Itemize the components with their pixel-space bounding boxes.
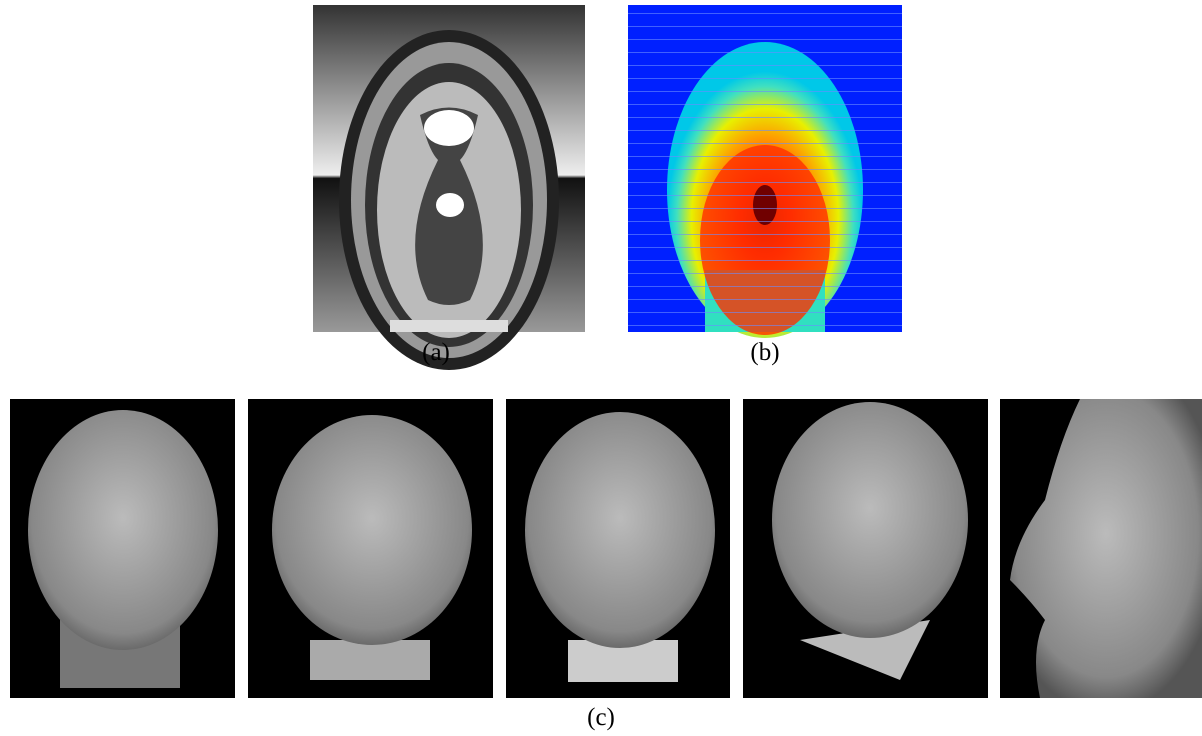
panel-a bbox=[313, 5, 585, 370]
caption-a: (a) bbox=[422, 339, 450, 366]
panel-c bbox=[10, 399, 1202, 698]
head bbox=[28, 410, 218, 650]
panel-b bbox=[628, 5, 902, 338]
neck bbox=[310, 640, 430, 680]
caption-c: (c) bbox=[587, 704, 615, 731]
head bbox=[272, 415, 472, 645]
head bbox=[772, 402, 968, 638]
caption-b: (b) bbox=[750, 339, 779, 366]
scan-lines bbox=[628, 5, 902, 332]
figure: (a) (b) (c) bbox=[0, 0, 1202, 736]
neck bbox=[390, 320, 508, 332]
nose bbox=[436, 193, 464, 217]
forehead bbox=[424, 110, 474, 146]
head bbox=[525, 412, 715, 648]
